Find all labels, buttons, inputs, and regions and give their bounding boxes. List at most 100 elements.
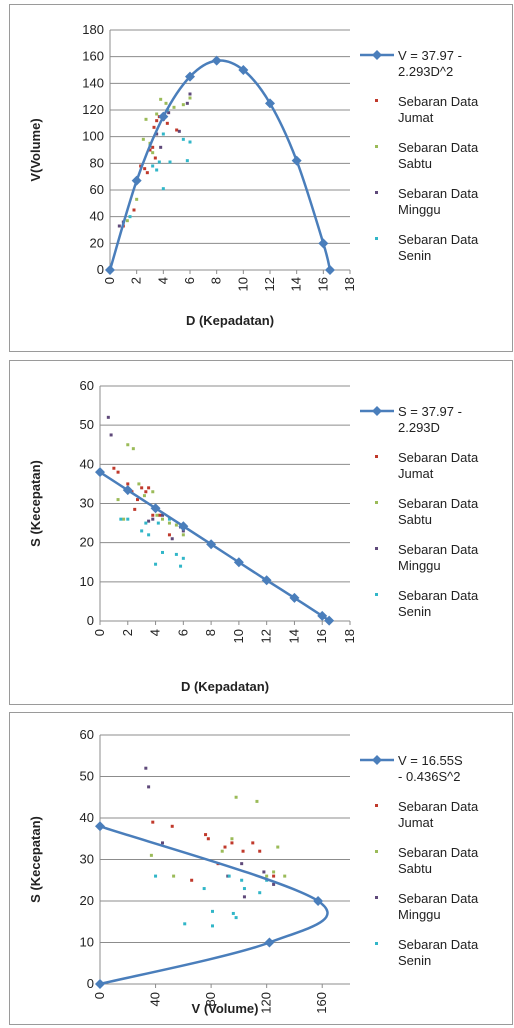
scatter-point [137, 482, 141, 486]
scatter-point [147, 519, 151, 523]
scatter-point [159, 97, 163, 101]
model-curve-marker [317, 610, 328, 621]
legend-point-swatch [375, 804, 378, 807]
scatter-point [241, 849, 245, 853]
scatter-point [185, 159, 189, 163]
scatter-point [158, 513, 162, 517]
model-curve-line [108, 59, 332, 271]
legend-label-model: V = 37.97 -2.293D^2 [398, 48, 462, 79]
y-tick-label: 60 [80, 378, 94, 393]
chart-panel-speed-volume: 0 10 20 30 40 50 60 0 40 80 120 160 V (Volume) S (Kec… [9, 712, 513, 1025]
legend-label-series: Sebaran Data Jumat [398, 799, 479, 830]
legend-item-series: Sebaran Data Senin [375, 232, 479, 263]
scatter-point [242, 887, 246, 891]
legend-item-series: Sebaran Data Jumat [375, 799, 479, 830]
y-tick-label: 20 [90, 235, 104, 250]
scatter-point [106, 415, 110, 419]
scatter-point [147, 785, 151, 789]
legend-item-series: Sebaran Data Minggu [375, 542, 479, 573]
scatter-point [131, 447, 135, 451]
legend-point-swatch [375, 145, 378, 148]
legend-point-swatch [375, 593, 378, 596]
scatter-point [157, 160, 161, 164]
model-curve-marker [289, 592, 300, 603]
x-tick-label: 6 [182, 277, 197, 284]
x-tick-label: 2 [129, 277, 144, 284]
scatter-point [151, 151, 155, 155]
scatter-point [181, 556, 185, 560]
legend-item-series: Sebaran Data Senin [375, 588, 479, 619]
legend-item-model: V = 37.97 -2.293D^2 [360, 48, 462, 79]
chart-speed-volume: 0 10 20 30 40 50 60 0 40 80 120 160 V (Volume) S (Kec… [28, 727, 479, 1016]
scatter-point [159, 145, 163, 149]
y-tick-label: 30 [80, 496, 94, 511]
x-axis-title: V (Volume) [192, 1001, 259, 1016]
scatter-point [240, 878, 244, 882]
x-tick-label: 160 [314, 992, 329, 1014]
scatter-point [141, 137, 145, 141]
y-tick-label: 10 [80, 574, 94, 589]
model-curve-marker [178, 521, 189, 532]
legend-point-swatch [375, 896, 378, 899]
scatter-point [126, 517, 130, 521]
scatter-point [154, 874, 158, 878]
scatter-point [116, 498, 120, 502]
scatter-point [155, 112, 159, 116]
scatter-point [148, 148, 152, 152]
legend-label-series: Sebaran Data Jumat [398, 450, 479, 481]
scatter-point [211, 909, 214, 913]
model-curve-marker [291, 155, 302, 166]
x-tick-label: 0 [102, 277, 117, 284]
x-tick-label: 2 [120, 629, 135, 636]
legend-point-swatch [375, 501, 378, 504]
model-curve-line [99, 471, 330, 622]
legend-item-series: Sebaran Data Jumat [375, 450, 479, 481]
scatter-point [174, 523, 178, 527]
x-tick-label: 18 [342, 629, 357, 643]
scatter-point [128, 215, 132, 219]
legend-label-series: Sebaran Data Sabtu [398, 845, 479, 876]
scatter-point [272, 870, 276, 874]
x-tick-label: 16 [315, 277, 330, 291]
chart-volume-density: 0 20 40 60 80 100 120 140 160 180 0 2 4 6 8 10 12 14 16 18 D… [28, 22, 479, 328]
scatter-point [177, 129, 181, 133]
y-tick-label: 40 [80, 810, 94, 825]
legend-point-swatch [375, 850, 378, 853]
legend-label-series: Sebaran Data Senin [398, 232, 479, 263]
scatter-point [161, 187, 165, 191]
scatter-point [145, 171, 149, 175]
model-curve-marker [325, 265, 335, 275]
legend-label-model: V = 16.55S - 0.436S^2 [398, 753, 463, 784]
scatter-point [230, 841, 234, 845]
legend-marker-swatch [372, 755, 382, 765]
y-tick-label: 80 [90, 155, 104, 170]
scatter-point [133, 507, 137, 511]
y-tick-label: 0 [87, 976, 94, 991]
y-tick-label: 40 [90, 209, 104, 224]
legend-item-series: Sebaran Data Senin [375, 937, 479, 968]
scatter-point [156, 521, 160, 525]
scatter-point [161, 517, 164, 521]
model-curve-marker [185, 71, 195, 82]
x-tick-label: 4 [155, 277, 170, 284]
scatter-point [116, 470, 120, 474]
scatter-point [144, 766, 148, 770]
scatter-point [154, 562, 158, 566]
x-tick-label: 16 [314, 629, 329, 643]
scatter-point [175, 128, 179, 132]
x-tick-label: 12 [262, 277, 277, 291]
x-tick-label: 8 [203, 629, 218, 636]
legend-point-swatch [375, 547, 378, 550]
y-tick-label: 60 [80, 727, 94, 742]
scatter-point [155, 119, 159, 123]
legend-marker-swatch [372, 406, 382, 416]
legend-point-swatch [375, 942, 378, 945]
x-axis-title: D (Kepadatan) [181, 679, 269, 694]
scatter-point [147, 533, 151, 537]
legend-label-series: Sebaran Data Minggu [398, 891, 479, 922]
y-axis-title: S (Kecepatan) [28, 816, 43, 903]
y-tick-label: 50 [80, 769, 94, 784]
y-tick-label: 100 [82, 129, 104, 144]
model-curve-marker [122, 485, 133, 496]
y-tick-label: 50 [80, 417, 94, 432]
